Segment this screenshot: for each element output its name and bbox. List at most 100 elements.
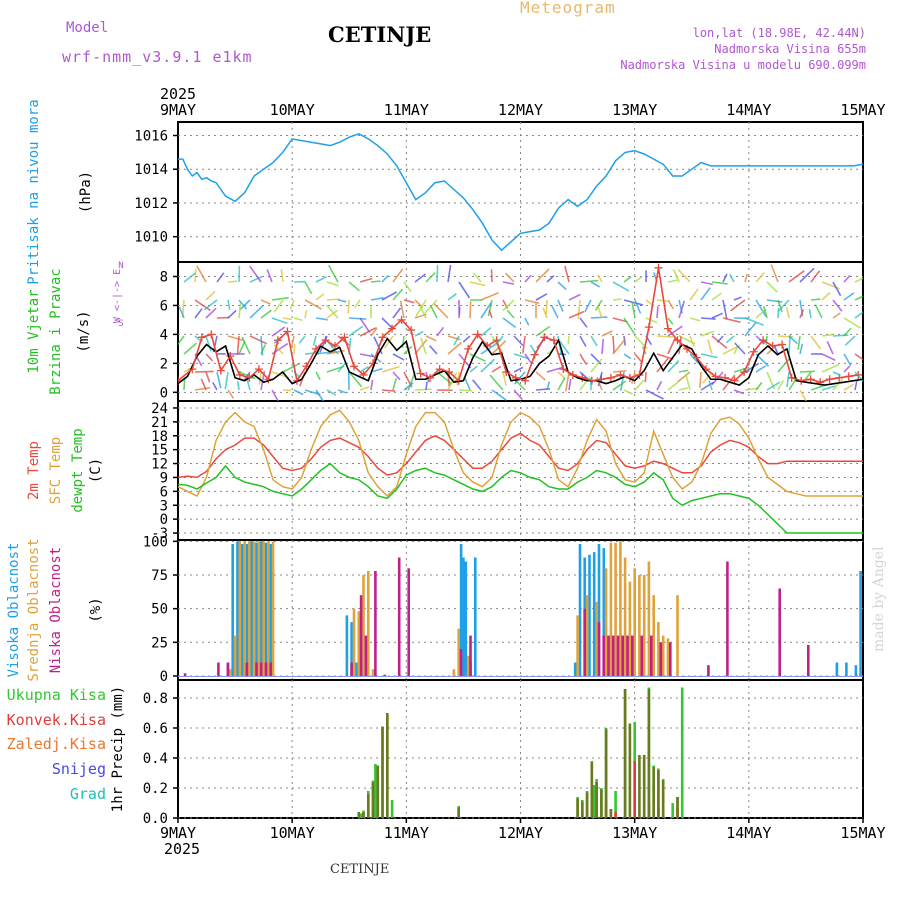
wind-arrow: [392, 378, 398, 391]
wind-arrow: [612, 338, 627, 355]
bar-low: [583, 608, 586, 676]
wind-arrow: [729, 273, 735, 283]
wind-arrow: [458, 307, 461, 319]
wind-arrow: [290, 335, 295, 348]
bar-mid: [676, 595, 679, 676]
bar-high: [845, 662, 848, 676]
wind-compass-s: S: [118, 319, 123, 329]
wind-arrow: [832, 299, 843, 312]
wind-arrow: [777, 299, 783, 313]
wind-arrow: [414, 339, 428, 355]
plot-area-wind: [178, 263, 863, 387]
bar-high: [573, 662, 577, 676]
bar-low: [807, 645, 810, 676]
wind-arrow: [788, 334, 791, 355]
wind-arrow: [429, 345, 438, 355]
wind-arrow: [707, 339, 713, 355]
wind-arrow: [656, 335, 674, 338]
precip-legend-5: Grad: [70, 785, 106, 803]
wind-arrow: [315, 293, 325, 301]
wind-arrow: [194, 308, 203, 319]
wind-arrow: [546, 275, 555, 283]
bar-low: [359, 595, 363, 676]
wind-arrow: [456, 371, 460, 386]
bar-total: [671, 803, 674, 818]
wind-arrow: [579, 353, 588, 366]
ytick-label-temperature: 3: [160, 498, 168, 514]
wind-arrow: [623, 276, 632, 283]
wind-arrow: [293, 317, 303, 322]
wind-arrow: [568, 293, 581, 301]
wind-arrow: [348, 371, 363, 388]
ylabel-temperature-2: SFC Temp: [48, 437, 64, 504]
ytick-label-temperature: 0: [160, 512, 168, 528]
wind-arrow: [804, 371, 812, 381]
bar-mid: [452, 669, 456, 676]
wind-arrow: [744, 317, 764, 326]
wind-arrow: [392, 307, 402, 319]
wind-arrow: [282, 317, 293, 321]
panel-pressure: 1010 1012 1014 1016 Pritisak na nivou mora (h…: [26, 99, 864, 285]
wind-arrow: [631, 371, 636, 385]
ytick-label-clouds: 0: [160, 669, 168, 685]
wind-arrow: [700, 353, 718, 359]
wind-arrow: [282, 362, 300, 373]
wind-arrow: [238, 302, 242, 319]
wind-arrow: [271, 389, 280, 401]
panel-frame-pressure: [177, 121, 864, 263]
wind-arrow: [832, 378, 844, 391]
ytick-label-precip: 0.0: [143, 811, 168, 827]
wind-arrow: [216, 272, 225, 283]
wind-arrow: [656, 357, 669, 373]
wind-arrow: [612, 335, 615, 354]
wind-arrow: [777, 307, 780, 319]
wind-arrow: [644, 371, 647, 383]
wind-arrow: [205, 290, 216, 301]
wind-arrow: [513, 366, 524, 373]
wind-arrow: [293, 344, 296, 355]
ytick-label-clouds: 100: [143, 534, 168, 550]
ylabel-temperature-4: (C): [88, 458, 104, 483]
wind-arrow: [480, 291, 499, 301]
bar-low: [255, 662, 258, 676]
wind-arrow: [567, 335, 570, 345]
wind-arrow: [384, 335, 394, 349]
wind-arrow: [524, 274, 532, 283]
wind-arrow: [821, 385, 836, 391]
bar-high: [602, 548, 606, 676]
wind-arrow: [597, 306, 603, 319]
wind-arrow: [634, 379, 645, 391]
wind-arrow: [488, 310, 493, 319]
wind-arrow: [843, 327, 852, 337]
bar-low: [226, 662, 230, 676]
wind-arrow: [645, 389, 664, 400]
wind-arrow: [480, 358, 495, 373]
wind-arrow: [854, 277, 863, 283]
ytick-label-temperature: 6: [160, 484, 168, 500]
wind-arrow-field: [178, 264, 863, 401]
wind-arrow: [260, 344, 267, 355]
bar-frozen: [604, 729, 608, 818]
bar-mid: [371, 669, 375, 676]
bar-low: [459, 649, 463, 676]
bar-low: [269, 662, 272, 676]
wind-arrow: [623, 353, 632, 360]
bar-high: [592, 552, 596, 676]
wind-arrow: [246, 379, 251, 391]
chart-title: Meteogram: [520, 0, 616, 17]
bar-low: [383, 674, 387, 676]
wind-arrow: [458, 281, 471, 299]
wind-arrow: [734, 342, 746, 355]
wind-arrow: [419, 305, 427, 319]
wind-arrow: [623, 299, 644, 306]
wind-arrow: [579, 317, 588, 328]
wind-arrow: [777, 380, 785, 391]
wind-arrow: [766, 281, 778, 293]
wind-arrow: [241, 336, 251, 355]
bar-low: [245, 662, 249, 676]
bar-mid: [352, 608, 356, 676]
bar-mid: [252, 541, 256, 676]
wind-arrow: [227, 309, 237, 319]
bar-high: [345, 615, 349, 676]
wind-arrow: [689, 317, 701, 322]
